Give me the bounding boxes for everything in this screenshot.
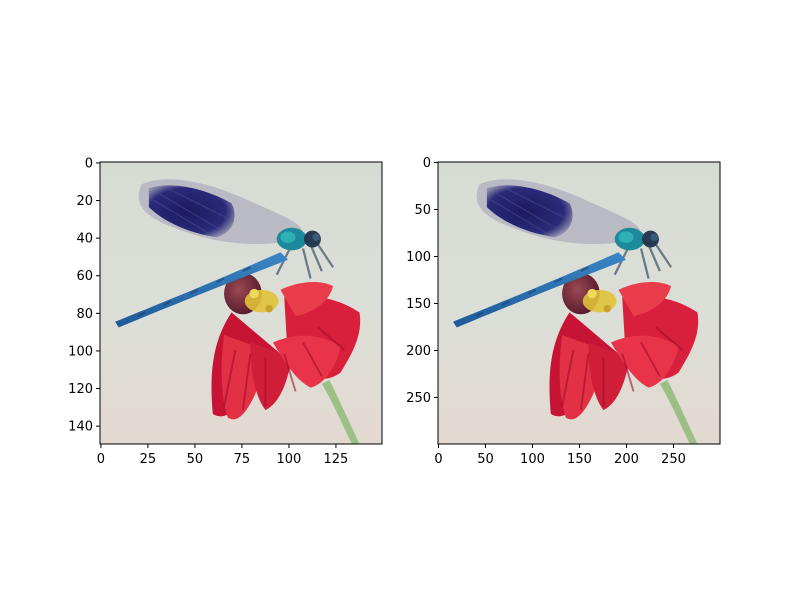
- y-tick-label: 250: [406, 391, 431, 406]
- x-tick-label: 100: [520, 452, 545, 467]
- y-tick-label: 100: [68, 344, 93, 359]
- y-axis-ticks: 0 50 100 150 200 250: [406, 156, 438, 406]
- panel-right: 0 50 100 150 200 250 0 50 100 150 200 250: [406, 156, 722, 467]
- y-tick-label: 50: [414, 203, 431, 218]
- x-tick-label: 50: [187, 452, 204, 467]
- y-tick-label: 120: [68, 382, 93, 397]
- x-tick-label: 0: [97, 452, 105, 467]
- x-axis-ticks: 0 50 100 150 200 250: [434, 444, 686, 467]
- y-tick-label: 60: [76, 269, 93, 284]
- x-tick-label: 125: [324, 452, 349, 467]
- y-tick-label: 0: [85, 156, 93, 171]
- x-tick-label: 75: [234, 452, 251, 467]
- y-tick-label: 0: [423, 156, 431, 171]
- x-tick-label: 250: [661, 452, 686, 467]
- x-tick-label: 50: [477, 452, 494, 467]
- axes-frame: [99, 161, 383, 445]
- y-tick-label: 200: [406, 344, 431, 359]
- x-tick-label: 0: [434, 452, 442, 467]
- y-axis-ticks: 0 20 40 60 80 100 120 140: [68, 156, 100, 435]
- y-tick-label: 140: [68, 420, 93, 435]
- y-tick-label: 40: [76, 232, 93, 247]
- x-tick-label: 150: [567, 452, 592, 467]
- y-tick-label: 150: [406, 297, 431, 312]
- dragonfly-flower-image: [436, 160, 722, 446]
- x-tick-label: 100: [277, 452, 302, 467]
- x-tick-label: 25: [140, 452, 157, 467]
- y-tick-label: 20: [76, 194, 93, 209]
- dragonfly-flower-image: [98, 160, 384, 446]
- y-tick-label: 80: [76, 307, 93, 322]
- x-axis-ticks: 0 25 50 75 100 125: [97, 444, 349, 467]
- panel-left: 0 25 50 75 100 125 0 20 40 60 80 100 120 140: [68, 156, 384, 467]
- x-tick-label: 200: [614, 452, 639, 467]
- y-tick-label: 100: [406, 250, 431, 265]
